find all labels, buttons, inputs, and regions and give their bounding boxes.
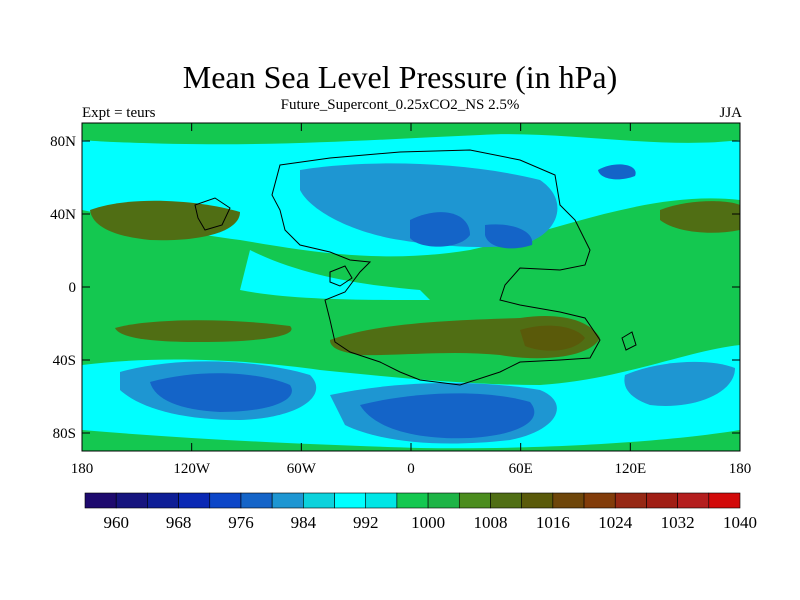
island-coastline-2 <box>329 265 353 287</box>
colorbar-label: 1032 <box>661 513 695 532</box>
island-coastline-3 <box>621 331 637 351</box>
pressure-contours <box>82 123 740 451</box>
colorbar-swatch <box>209 492 242 509</box>
colorbar-label: 1000 <box>411 513 445 532</box>
y-tick-label: 40N <box>50 207 76 223</box>
colorbar-swatch <box>178 492 211 509</box>
colorbar: 960 968 976 984 992 1000 1008 1016 1024 1032 1040 <box>84 492 757 532</box>
north-east-high <box>660 201 740 233</box>
north-pacific-high <box>90 200 240 241</box>
colorbar-swatch <box>458 492 491 509</box>
x-tick-label: 120W <box>173 461 211 477</box>
north-pacific-low <box>598 164 636 180</box>
x-tick-label: 180 <box>729 461 752 477</box>
south-indian-low <box>624 361 735 406</box>
colorbar-label: 1008 <box>473 513 507 532</box>
colorbar-swatch <box>490 492 522 509</box>
x-axis: 180 120W 60W 0 60E 120E 180 <box>71 123 752 477</box>
colorbar-swatch <box>677 492 710 509</box>
equatorial-cyan-patch <box>240 250 430 300</box>
colorbar-swatch <box>396 492 429 509</box>
island-coastline-1 <box>194 197 231 231</box>
north-polar-green <box>82 123 740 145</box>
experiment-label: Expt = teurs <box>82 105 156 121</box>
x-tick-label: 60W <box>287 461 317 477</box>
y-tick-label: 80S <box>53 426 76 442</box>
season-label: JJA <box>719 105 742 121</box>
cyan-60n-west <box>90 155 235 180</box>
cyan-60n-east <box>540 158 735 186</box>
colorbar-label: 960 <box>103 513 129 532</box>
south-pacific-low <box>150 373 292 412</box>
map-title: Mean Sea Level Pressure (in hPa) <box>182 59 618 95</box>
colorbar-swatch <box>614 492 647 509</box>
colorbar-swatch <box>240 492 273 509</box>
colorbar-swatch <box>552 492 585 509</box>
south-polar-green <box>82 430 740 451</box>
south-continent-high-core <box>520 325 585 351</box>
colorbar-swatch <box>147 492 179 509</box>
colorbar-swatch <box>521 492 554 509</box>
colorbar-label: 976 <box>228 513 254 532</box>
colorbar-swatch <box>271 492 304 509</box>
colorbar-swatch <box>115 492 148 509</box>
x-tick-label: 180 <box>71 461 94 477</box>
y-axis: 80N 40N 0 40S 80S <box>50 134 740 442</box>
north-deep-low-2 <box>485 224 533 249</box>
colorbar-label: 992 <box>353 513 379 532</box>
colorbar-swatch <box>583 492 616 509</box>
south-atlantic-low <box>360 393 535 439</box>
colorbar-swatch <box>334 492 367 509</box>
colorbar-label: 1024 <box>598 513 633 532</box>
colorbar-swatch <box>84 492 117 509</box>
colorbar-label: 984 <box>291 513 317 532</box>
north-deep-low-1 <box>410 212 470 247</box>
y-tick-label: 80N <box>50 134 76 150</box>
colorbar-swatch <box>427 492 460 509</box>
colorbar-label: 968 <box>166 513 192 532</box>
colorbar-label: 1016 <box>536 513 570 532</box>
colorbar-swatch <box>646 492 678 509</box>
y-tick-label: 0 <box>69 280 77 296</box>
supercontinent-coastline <box>271 149 601 386</box>
colorbar-label: 1040 <box>723 513 757 532</box>
x-tick-label: 0 <box>407 461 415 477</box>
south-pacific-high <box>115 320 292 342</box>
y-tick-label: 40S <box>53 353 76 369</box>
colorbar-swatch <box>303 492 335 509</box>
colorbar-swatch <box>708 492 741 509</box>
x-tick-label: 120E <box>614 461 646 477</box>
colorbar-swatch <box>365 492 398 509</box>
map-subtitle: Future_Supercont_0.25xCO2_NS 2.5% <box>280 97 520 113</box>
x-tick-label: 60E <box>509 461 533 477</box>
